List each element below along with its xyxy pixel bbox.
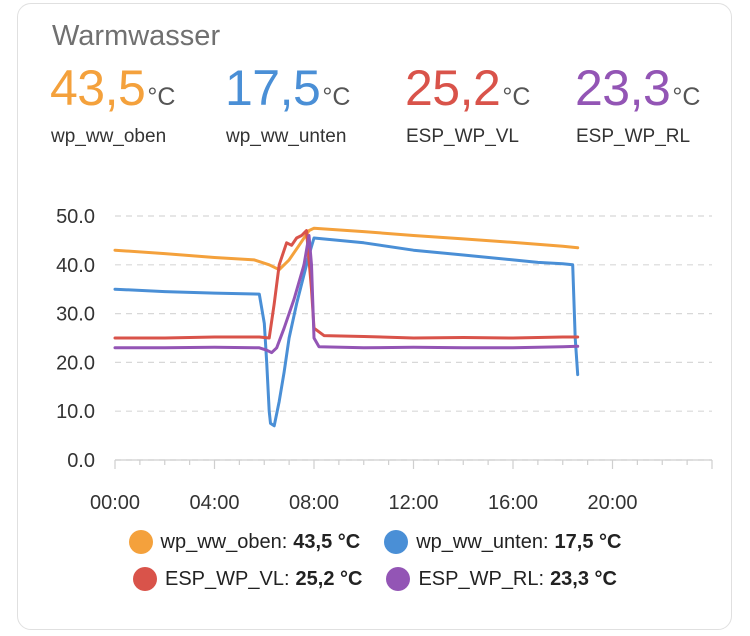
y-tick-label: 0.0 <box>67 450 95 472</box>
stat-wp-ww-unten[interactable]: 17,5°C wp_ww_unten <box>225 60 351 147</box>
x-tick-label: 16:00 <box>488 492 538 514</box>
legend-item-wp-ww-oben[interactable]: wp_ww_oben: 43,5 °C <box>128 530 361 554</box>
legend-dot-icon <box>133 567 157 591</box>
x-axis: 00:00 04:00 08:00 12:00 16:00 20:00 <box>90 459 713 514</box>
x-tick-label: 08:00 <box>289 492 339 514</box>
series-lines[interactable] <box>113 226 580 428</box>
legend-dot-icon <box>386 567 411 591</box>
y-tick-label: 20.0 <box>56 352 95 374</box>
legend: wp_ww_oben: 43,5 °C wp_ww_unten: 17,5 °C <box>0 530 750 554</box>
series-line-wp-ww-unten[interactable] <box>113 236 580 428</box>
legend-item-wp-ww-unten[interactable]: wp_ww_unten: 17,5 °C <box>384 530 621 554</box>
legend-dot-icon <box>128 530 153 554</box>
stat-label: wp_ww_oben <box>51 126 167 147</box>
legend-value: 25,2 °C <box>295 567 363 590</box>
card <box>17 3 732 630</box>
series-line-esp-wp-vl[interactable] <box>113 229 580 340</box>
stat-label: ESP_WP_RL <box>576 126 691 147</box>
stat-value: 43,5 <box>50 60 146 116</box>
legend-value: 43,5 °C <box>293 530 361 553</box>
stat-label: wp_ww_unten <box>226 126 347 147</box>
y-tick-label: 50.0 <box>56 206 95 228</box>
stat-wp-ww-oben[interactable]: 43,5°C wp_ww_oben <box>50 60 176 147</box>
stat-value: 17,5 <box>225 60 321 116</box>
card-title[interactable]: Warmwasser <box>52 20 221 52</box>
legend-name: wp_ww_unten: <box>416 530 549 553</box>
stat-unit: °C <box>502 83 531 111</box>
stat-value: 23,3 <box>575 60 671 116</box>
y-tick-label: 40.0 <box>56 255 95 277</box>
legend-item-esp-wp-rl[interactable]: ESP_WP_RL: 23,3 °C <box>386 567 617 591</box>
stat-esp-wp-rl[interactable]: 23,3°C ESP_WP_RL <box>575 60 701 147</box>
legend-name: ESP_WP_VL: <box>165 567 290 590</box>
x-tick-label: 00:00 <box>90 492 140 514</box>
x-tick-label: 20:00 <box>587 492 637 514</box>
series-line-wp-ww-oben[interactable] <box>113 226 580 272</box>
legend-value: 23,3 °C <box>550 567 617 590</box>
stat-unit: °C <box>322 83 351 111</box>
stat-unit: °C <box>672 83 701 111</box>
x-tick-label: 04:00 <box>189 492 239 514</box>
legend-value: 17,5 °C <box>554 530 622 553</box>
stat-unit: °C <box>147 83 176 111</box>
x-tick-label: 12:00 <box>388 492 438 514</box>
legend: ESP_WP_VL: 25,2 °C ESP_WP_RL: 23,3 °C <box>0 567 750 591</box>
legend-item-esp-wp-vl[interactable]: ESP_WP_VL: 25,2 °C <box>133 567 362 591</box>
legend-dot-icon <box>384 530 409 554</box>
legend-name: wp_ww_oben: <box>160 530 288 553</box>
legend-name: ESP_WP_RL: <box>418 567 545 590</box>
y-tick-label: 10.0 <box>56 401 95 423</box>
stat-esp-wp-vl[interactable]: 25,2°C ESP_WP_VL <box>405 60 531 147</box>
stat-value: 25,2 <box>405 60 501 116</box>
series-line-esp-wp-rl[interactable] <box>113 234 580 355</box>
stat-label: ESP_WP_VL <box>406 126 519 147</box>
y-axis: 0.0 10.0 20.0 30.0 40.0 50.0 <box>56 206 95 472</box>
y-tick-label: 30.0 <box>56 304 95 326</box>
